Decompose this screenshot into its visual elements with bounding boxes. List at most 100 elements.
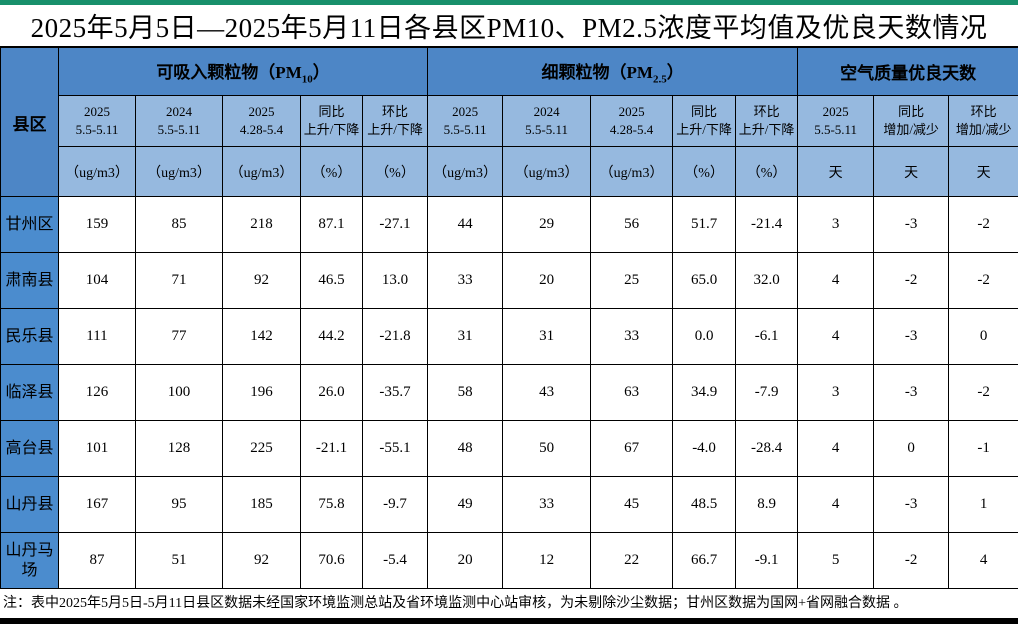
value-cell: 0.0	[672, 308, 737, 365]
subheader-row: 2025 5.5-5.11 2024 5.5-5.11 2025 4.28-5.4 同比 上升…	[1, 95, 1018, 147]
county-cell: 高台县	[0, 420, 59, 477]
units-row: （ug/m3） （ug/m3） （ug/m3） （%） （%） （ug/m3） （ug/m3…	[1, 146, 1018, 197]
value-cell: 33	[427, 252, 504, 309]
column-header: 环比 上升/下降	[361, 95, 429, 147]
value-cell: -2	[873, 252, 950, 309]
value-cell: 196	[222, 364, 301, 421]
value-cell: -3	[873, 476, 950, 533]
county-cell: 民乐县	[0, 308, 59, 365]
group-header-pm25: 细颗粒物（PM2.5）	[427, 47, 799, 96]
value-cell: 167	[58, 476, 136, 533]
table-row: 高台县 101 128 225 -21.1 -55.1 48 50 67 -4.0 -28.4 4 0-…	[0, 420, 1018, 477]
value-cell: 159	[58, 196, 136, 253]
value-cell: 71	[135, 252, 223, 309]
value-cell: -6.1	[735, 308, 799, 365]
value-cell: 50	[502, 420, 592, 477]
value-cell: -27.1	[361, 196, 429, 253]
value-cell: 225	[222, 420, 301, 477]
group-header-row: 县区 可吸入颗粒物（PM10） 细颗粒物（PM2.5） 空气质量优良天数	[0, 47, 1018, 197]
table-row: 山丹马场 87 51 92 70.6 -5.4 20 12 22 66.7 -9.1 5 -2 4	[0, 532, 1018, 589]
value-cell: -21.8	[361, 308, 429, 365]
value-cell: -9.7	[361, 476, 429, 533]
value-cell: 128	[135, 420, 223, 477]
value-cell: 29	[502, 196, 592, 253]
county-cell: 临泽县	[0, 364, 59, 421]
value-cell: 66.7	[672, 532, 737, 589]
unit-header: （ug/m3）	[427, 146, 504, 197]
column-header: 2024 5.5-5.11	[502, 95, 592, 147]
value-cell: 56	[590, 196, 674, 253]
value-cell: 4	[797, 476, 875, 533]
value-cell: -55.1	[361, 420, 429, 477]
value-cell: 4	[797, 420, 875, 477]
value-cell: 0	[873, 420, 950, 477]
group-header-pm10: 可吸入颗粒物（PM10）	[57, 47, 429, 96]
value-cell: 48.5	[672, 476, 737, 533]
column-header: 2025 5.5-5.11	[427, 95, 504, 147]
unit-header: （%）	[300, 146, 363, 197]
footnote: 注：表中2025年5月5日-5月11日县区数据未经国家环境监测总站及省环境监测中…	[0, 589, 1018, 615]
value-cell: 26.0	[300, 364, 363, 421]
value-cell: 33	[590, 308, 674, 365]
pm25-subscript: 2.5	[652, 73, 667, 86]
unit-header: 天	[797, 146, 875, 197]
value-cell: 95	[135, 476, 223, 533]
value-cell: 65.0	[672, 252, 737, 309]
table-header: 县区 可吸入颗粒物（PM10） 细颗粒物（PM2.5） 空气质量优良天数 202…	[0, 47, 1018, 197]
value-cell: -2	[948, 196, 1018, 253]
value-cell: 20	[502, 252, 592, 309]
value-cell: 34.9	[672, 364, 737, 421]
unit-header: （ug/m3）	[222, 146, 301, 197]
group-label-suffix: ）	[666, 62, 684, 82]
value-cell: 49	[427, 476, 504, 533]
value-cell: 70.6	[300, 532, 363, 589]
value-cell: -1	[948, 420, 1018, 477]
value-cell: 92	[222, 532, 301, 589]
value-cell: 44	[427, 196, 504, 253]
unit-header: （ug/m3）	[590, 146, 674, 197]
value-cell: -2	[948, 252, 1018, 309]
value-cell: 25	[590, 252, 674, 309]
value-cell: 33	[502, 476, 592, 533]
value-cell: 75.8	[300, 476, 363, 533]
top-accent-bar	[0, 0, 1018, 5]
value-cell: -3	[873, 308, 950, 365]
value-cell: -28.4	[735, 420, 799, 477]
value-cell: -9.1	[735, 532, 799, 589]
column-header: 同比 上升/下降	[300, 95, 363, 147]
value-cell: 58	[427, 364, 504, 421]
table-row: 甘州区 159 85 218 87.1 -27.1 44 29 56 51.7 -21.4 3 -3 -2	[0, 196, 1018, 253]
pm10-subscript: 10	[301, 73, 313, 86]
value-cell: 20	[427, 532, 504, 589]
value-cell: 43	[502, 364, 592, 421]
unit-header: 天	[948, 146, 1018, 197]
value-cell: -3	[873, 364, 950, 421]
group-label: 空气质量优良天数	[840, 64, 977, 83]
value-cell: 111	[58, 308, 136, 365]
value-cell: -4.0	[672, 420, 737, 477]
value-cell: 48	[427, 420, 504, 477]
table-body: 甘州区 159 85 218 87.1 -27.1 44 29 56 51.7 -21.4 3 -3 -2…	[0, 196, 1018, 589]
unit-header: （%）	[735, 146, 799, 197]
value-cell: 218	[222, 196, 301, 253]
unit-header: 天	[873, 146, 950, 197]
value-cell: 4	[948, 532, 1018, 589]
value-cell: 4	[797, 252, 875, 309]
value-cell: 77	[135, 308, 223, 365]
value-cell: 101	[58, 420, 136, 477]
value-cell: 8.9	[735, 476, 799, 533]
value-cell: -5.4	[361, 532, 429, 589]
value-cell: 185	[222, 476, 301, 533]
value-cell: 63	[590, 364, 674, 421]
table-row: 临泽县 126 100 196 26.0 -35.7 58 43 63 34.9 -7.9 3 -3 -2	[0, 364, 1018, 421]
value-cell: 92	[222, 252, 301, 309]
value-cell: 13.0	[361, 252, 429, 309]
group-label: 细颗粒物（PM	[541, 62, 653, 82]
value-cell: 126	[58, 364, 136, 421]
column-header: 2025 5.5-5.11	[797, 95, 875, 147]
value-cell: 3	[797, 364, 875, 421]
value-cell: -35.7	[361, 364, 429, 421]
value-cell: 85	[135, 196, 223, 253]
column-header: 2025 4.28-5.4	[222, 95, 301, 147]
value-cell: 32.0	[735, 252, 799, 309]
